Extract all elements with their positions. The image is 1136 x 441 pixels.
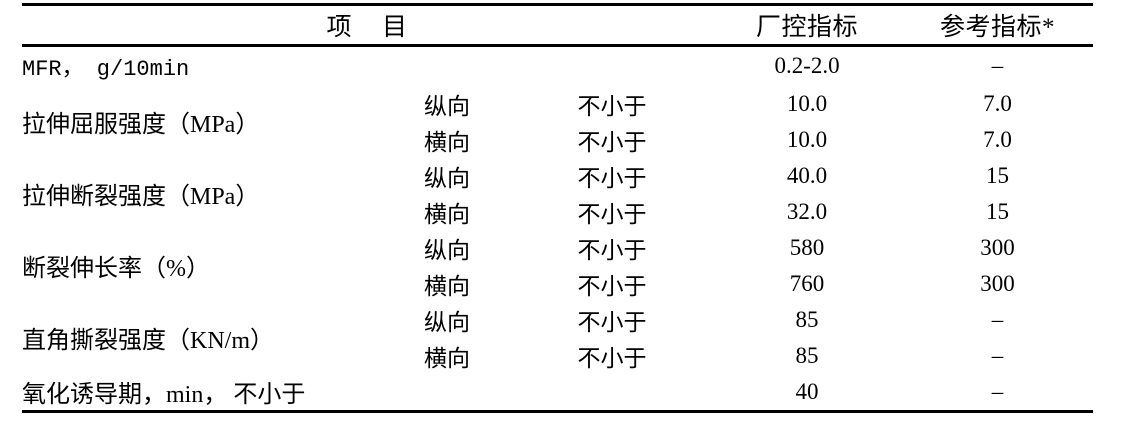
column-header-reference-index: 参考指标* <box>940 14 1056 41</box>
row-direction <box>382 46 512 86</box>
table-header: 项目 厂控指标 参考指标* <box>22 4 1094 46</box>
row-factory-value: 40 <box>795 378 819 404</box>
row-condition <box>512 46 712 86</box>
row-condition: 不小于 <box>577 309 647 335</box>
table-row: 横向 不小于 32.0 15 <box>22 194 1093 230</box>
row-direction <box>382 374 512 412</box>
row-condition: 不小于 <box>577 345 647 371</box>
row-direction: 纵向 <box>424 237 470 263</box>
row-condition: 不小于 <box>577 237 647 263</box>
row-reference-value: 7.0 <box>983 90 1012 116</box>
row-reference-value: 15 <box>986 162 1010 188</box>
row-label: 拉伸屈服强度（MPa） <box>22 112 260 138</box>
row-reference-value: 7.0 <box>983 126 1012 152</box>
row-factory-value: 40.0 <box>786 162 828 188</box>
row-direction: 横向 <box>424 273 470 299</box>
column-header-item: 项目 <box>22 5 712 46</box>
row-factory-value: 0.2-2.0 <box>774 53 840 79</box>
row-factory-value: 85 <box>795 306 819 332</box>
row-reference-value: – <box>991 342 1004 368</box>
row-condition: 不小于 <box>577 129 647 155</box>
row-direction: 横向 <box>424 129 470 155</box>
column-header-factory-index: 厂控指标 <box>756 14 859 41</box>
row-condition <box>512 374 712 412</box>
row-direction: 纵向 <box>424 165 470 191</box>
row-factory-value: 10.0 <box>786 90 828 116</box>
row-factory-value: 580 <box>789 234 825 260</box>
table-row: 横向 不小于 10.0 7.0 <box>22 122 1093 158</box>
row-factory-value: 85 <box>795 342 819 368</box>
row-label: 拉伸断裂强度（MPa） <box>22 184 260 210</box>
row-direction: 纵向 <box>424 93 470 119</box>
row-direction: 横向 <box>424 201 470 227</box>
table-row: 氧化诱导期，min， 不小于 40 – <box>22 374 1094 412</box>
row-reference-value: 300 <box>980 234 1015 260</box>
specification-table: 项目 厂控指标 参考指标* MFR， g/10min 0.2-2.0– 拉伸屈服强度… <box>22 3 1094 413</box>
row-condition: 不小于 <box>577 165 647 191</box>
column-header-item-char2: 目 <box>382 14 408 41</box>
row-reference-value: 300 <box>980 270 1015 296</box>
table-row: 断裂伸长率（%） 纵向 不小于 580 300 <box>22 230 1093 283</box>
table-body: MFR， g/10min 0.2-2.0– 拉伸屈服强度（MPa） 纵向 不小于 10.0… <box>22 46 1094 412</box>
row-reference-value: – <box>991 306 1004 332</box>
row-reference-value: – <box>991 378 1004 404</box>
row-factory-value: 760 <box>789 270 825 296</box>
row-condition: 不小于 <box>577 273 647 299</box>
table-row: 拉伸屈服强度（MPa） 纵向 不小于 10.0 7.0 <box>22 86 1093 139</box>
table-row: 横向 不小于 760 300 <box>22 266 1093 302</box>
row-label: MFR， g/10min <box>22 57 190 83</box>
row-condition: 不小于 <box>577 93 647 119</box>
row-label: 氧化诱导期，min， 不小于 <box>22 382 306 409</box>
row-label: 断裂伸长率（%） <box>22 256 210 282</box>
column-header-item-char1: 项 <box>326 14 353 41</box>
table-header-row: 项目 厂控指标 参考指标* <box>22 4 1094 46</box>
row-factory-value: 32.0 <box>786 198 828 224</box>
table-row: 拉伸断裂强度（MPa） 纵向 不小于 40.0 15 <box>22 158 1093 211</box>
row-condition: 不小于 <box>577 201 647 227</box>
table-row: MFR， g/10min 0.2-2.0 – <box>22 46 1093 86</box>
row-reference-value: – <box>991 53 1004 79</box>
row-reference-value: 15 <box>986 198 1010 224</box>
table-row: 横向 不小于 85 – <box>22 338 1093 374</box>
row-factory-value: 10.0 <box>786 126 828 152</box>
table-row: 直角撕裂强度（KN/m） 纵向 不小于 85 – <box>22 302 1093 355</box>
row-label: 直角撕裂强度（KN/m） <box>22 328 274 354</box>
row-direction: 横向 <box>424 345 470 371</box>
row-direction: 纵向 <box>424 309 470 335</box>
